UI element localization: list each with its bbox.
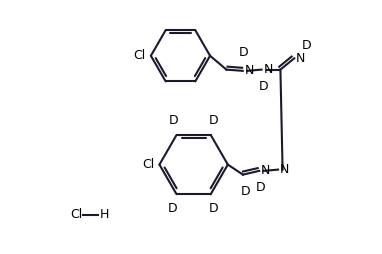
Text: D: D	[209, 202, 218, 215]
Text: Cl: Cl	[134, 49, 146, 62]
Text: D: D	[301, 39, 311, 52]
Text: D: D	[239, 46, 249, 59]
Text: D: D	[256, 181, 265, 194]
Text: D: D	[241, 185, 250, 198]
Text: N: N	[261, 164, 270, 177]
Text: N: N	[264, 63, 273, 76]
Text: N: N	[280, 163, 289, 176]
Text: N: N	[245, 64, 254, 77]
Text: Cl: Cl	[71, 209, 83, 221]
Text: N: N	[296, 52, 306, 65]
Text: D: D	[168, 202, 178, 215]
Text: D: D	[258, 80, 268, 93]
Text: H: H	[100, 209, 109, 221]
Text: D: D	[209, 115, 218, 128]
Text: Cl: Cl	[142, 158, 154, 171]
Text: D: D	[169, 115, 179, 128]
